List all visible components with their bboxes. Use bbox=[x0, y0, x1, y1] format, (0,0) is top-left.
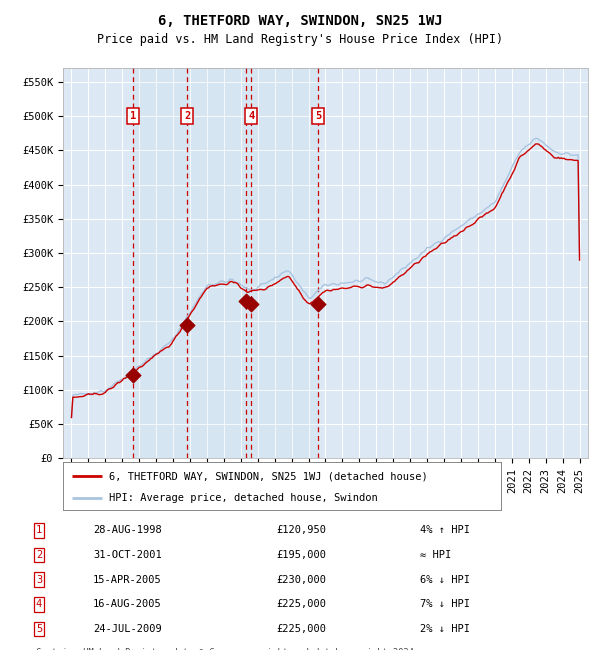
Text: 24-JUL-2009: 24-JUL-2009 bbox=[93, 624, 162, 634]
Text: 6, THETFORD WAY, SWINDON, SN25 1WJ (detached house): 6, THETFORD WAY, SWINDON, SN25 1WJ (deta… bbox=[109, 471, 428, 481]
Text: 31-OCT-2001: 31-OCT-2001 bbox=[93, 550, 162, 560]
Text: £225,000: £225,000 bbox=[276, 624, 326, 634]
Point bbox=[182, 320, 192, 330]
Text: Price paid vs. HM Land Registry's House Price Index (HPI): Price paid vs. HM Land Registry's House … bbox=[97, 32, 503, 46]
Text: 5: 5 bbox=[36, 624, 42, 634]
Text: 7% ↓ HPI: 7% ↓ HPI bbox=[420, 599, 470, 610]
Point bbox=[313, 299, 323, 309]
Bar bbox=[133, 68, 318, 458]
Text: 4: 4 bbox=[248, 111, 254, 121]
Text: 2: 2 bbox=[184, 111, 190, 121]
Text: 15-APR-2005: 15-APR-2005 bbox=[93, 575, 162, 585]
Text: £225,000: £225,000 bbox=[276, 599, 326, 610]
Text: HPI: Average price, detached house, Swindon: HPI: Average price, detached house, Swin… bbox=[109, 493, 378, 503]
Text: 2% ↓ HPI: 2% ↓ HPI bbox=[420, 624, 470, 634]
Text: 4% ↑ HPI: 4% ↑ HPI bbox=[420, 525, 470, 536]
Text: £195,000: £195,000 bbox=[276, 550, 326, 560]
Text: ≈ HPI: ≈ HPI bbox=[420, 550, 451, 560]
Text: £120,950: £120,950 bbox=[276, 525, 326, 536]
Text: £230,000: £230,000 bbox=[276, 575, 326, 585]
Point bbox=[128, 370, 138, 381]
Text: 28-AUG-1998: 28-AUG-1998 bbox=[93, 525, 162, 536]
Text: 16-AUG-2005: 16-AUG-2005 bbox=[93, 599, 162, 610]
Text: Contains HM Land Registry data © Crown copyright and database right 2024.
This d: Contains HM Land Registry data © Crown c… bbox=[36, 647, 419, 650]
Text: 5: 5 bbox=[315, 111, 321, 121]
Text: 4: 4 bbox=[36, 599, 42, 610]
Text: 1: 1 bbox=[130, 111, 136, 121]
Text: 6% ↓ HPI: 6% ↓ HPI bbox=[420, 575, 470, 585]
Text: 3: 3 bbox=[36, 575, 42, 585]
Text: 6, THETFORD WAY, SWINDON, SN25 1WJ: 6, THETFORD WAY, SWINDON, SN25 1WJ bbox=[158, 14, 442, 29]
Point bbox=[241, 296, 251, 306]
Point bbox=[247, 299, 256, 309]
Text: 1: 1 bbox=[36, 525, 42, 536]
Text: 2: 2 bbox=[36, 550, 42, 560]
